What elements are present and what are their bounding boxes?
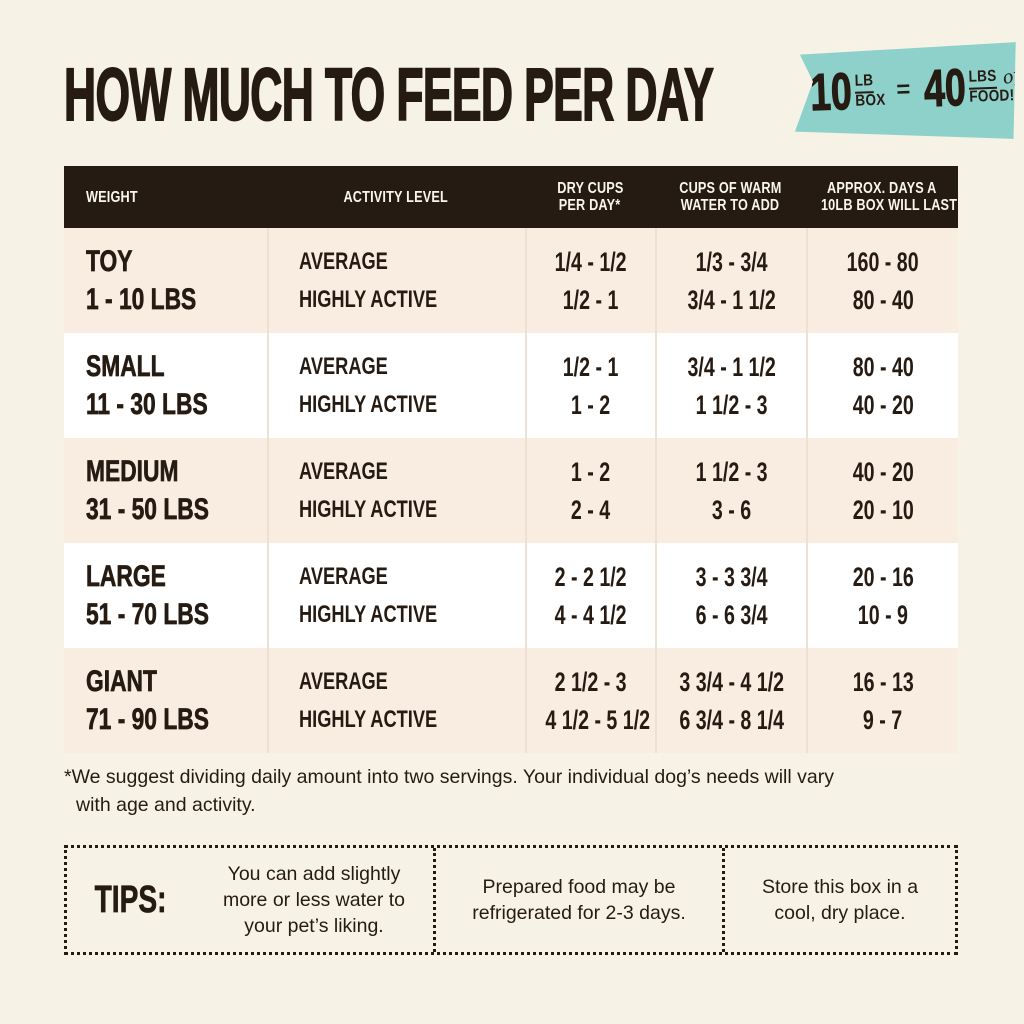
footnote-line-2: with age and activity. <box>76 794 256 816</box>
tips-box: TIPS: You can add slightly more or less … <box>64 845 958 955</box>
page-title-text: HOW MUCH TO FEED PER DAY <box>63 53 714 136</box>
badge-content: 10 LB BOX = 40 LBS of FOOD! <box>795 58 1015 123</box>
table-row-large: LARGE 51 - 70 LBS AVERAGE HIGHLY ACTIVE … <box>64 543 958 648</box>
cell-weight: MEDIUM 31 - 50 LBS <box>86 454 209 526</box>
cell-dry-cups: 2 - 2 1/2 4 - 4 1/2 <box>525 543 655 648</box>
tip-water-adjustment: You can add slightly more or less water … <box>222 863 406 937</box>
cell-activity: AVERAGE HIGHLY ACTIVE <box>267 543 525 648</box>
cell-weight: TOY 1 - 10 LBS <box>86 244 197 316</box>
footnote-line-1: *We suggest dividing daily amount into t… <box>64 766 834 788</box>
cell-weight: SMALL 11 - 30 LBS <box>86 349 208 421</box>
cell-warm-water: 3/4 - 1 1/2 1 1/2 - 3 <box>655 333 806 438</box>
box-equivalence-badge: 10 LB BOX = 40 LBS of FOOD! <box>794 42 1016 139</box>
badge-lhs-unit-bottom: BOX <box>854 91 886 110</box>
feeding-table: WEIGHT ACTIVITY LEVEL DRY CUPS PER DAY* … <box>64 166 958 753</box>
cell-dry-cups: 1 - 2 2 - 4 <box>525 438 655 543</box>
tip-refrigeration: Prepared food may be refrigerated for 2-… <box>433 848 722 952</box>
cell-weight: GIANT 71 - 90 LBS <box>86 664 209 736</box>
badge-equals-sign: = <box>895 75 911 104</box>
table-row-giant: GIANT 71 - 90 LBS AVERAGE HIGHLY ACTIVE … <box>64 648 958 753</box>
column-header-warm-water: CUPS OF WARM WATER TO ADD <box>679 180 782 214</box>
column-header-activity-level: ACTIVITY LEVEL <box>343 188 449 206</box>
cell-days-last: 80 - 40 40 - 20 <box>806 333 958 438</box>
cell-warm-water: 1/3 - 3/4 3/4 - 1 1/2 <box>655 228 806 333</box>
badge-rhs-value: 40 <box>923 58 968 119</box>
cell-dry-cups: 1/2 - 1 1 - 2 <box>525 333 655 438</box>
column-header-dry-cups: DRY CUPS PER DAY* <box>556 180 624 214</box>
cell-days-last: 160 - 80 80 - 40 <box>806 228 958 333</box>
page-title: HOW MUCH TO FEED PER DAY <box>63 53 1024 136</box>
tips-label: TIPS: <box>95 878 167 921</box>
cell-activity: AVERAGE HIGHLY ACTIVE <box>267 648 525 753</box>
cell-days-last: 40 - 20 20 - 10 <box>806 438 958 543</box>
table-row-toy: TOY 1 - 10 LBS AVERAGE HIGHLY ACTIVE 1/4… <box>64 228 958 333</box>
cell-activity: AVERAGE HIGHLY ACTIVE <box>267 333 525 438</box>
tip-storage: Store this box in a cool, dry place. <box>722 848 955 952</box>
column-header-days-box-lasts: APPROX. DAYS A 10LB BOX WILL LAST <box>820 180 958 214</box>
badge-lhs-unit-top: LB <box>854 72 874 94</box>
badge-lhs-value: 10 <box>808 62 853 123</box>
cell-warm-water: 3 3/4 - 4 1/2 6 3/4 - 8 1/4 <box>655 648 806 753</box>
cell-weight: LARGE 51 - 70 LBS <box>86 559 209 631</box>
table-header-row: WEIGHT ACTIVITY LEVEL DRY CUPS PER DAY* … <box>64 166 958 228</box>
serving-footnote: *We suggest dividing daily amount into t… <box>64 763 834 819</box>
cell-days-last: 20 - 16 10 - 9 <box>806 543 958 648</box>
cell-dry-cups: 2 1/2 - 3 4 1/2 - 5 1/2 <box>525 648 655 753</box>
cell-warm-water: 3 - 3 3/4 6 - 6 3/4 <box>655 543 806 648</box>
cell-activity: AVERAGE HIGHLY ACTIVE <box>267 438 525 543</box>
badge-rhs-unit-bottom: FOOD! <box>969 86 1015 106</box>
cell-dry-cups: 1/4 - 1/2 1/2 - 1 <box>525 228 655 333</box>
badge-lhs-unit: LB BOX <box>854 72 891 110</box>
badge-rhs-unit-top: LBS <box>968 68 998 90</box>
table-row-small: SMALL 11 - 30 LBS AVERAGE HIGHLY ACTIVE … <box>64 333 958 438</box>
column-header-weight: WEIGHT <box>86 188 138 206</box>
cell-activity: AVERAGE HIGHLY ACTIVE <box>267 228 525 333</box>
cell-days-last: 16 - 13 9 - 7 <box>806 648 958 753</box>
table-row-medium: MEDIUM 31 - 50 LBS AVERAGE HIGHLY ACTIVE… <box>64 438 958 543</box>
cell-warm-water: 1 1/2 - 3 3 - 6 <box>655 438 806 543</box>
